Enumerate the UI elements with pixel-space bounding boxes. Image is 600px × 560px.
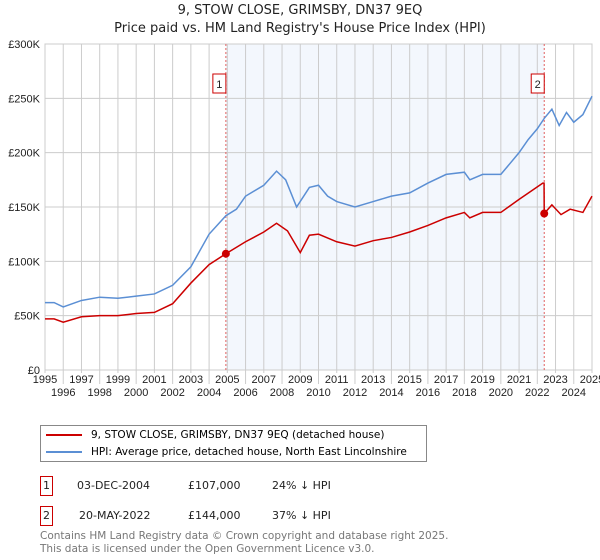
chart-title: 9, STOW CLOSE, GRIMSBY, DN37 9EQ	[177, 3, 423, 18]
legend-swatch-blue	[46, 451, 82, 453]
series-line	[45, 95, 593, 308]
x-tick-label: 2003	[179, 374, 203, 386]
x-tick-label: 2002	[160, 387, 184, 399]
chart-plot: 1995199619971998199920002001200220032004…	[8, 39, 600, 399]
x-tick-label: 2007	[252, 374, 276, 386]
footer: Contains HM Land Registry data © Crown c…	[40, 530, 448, 556]
footer-line: This data is licensed under the Open Gov…	[40, 543, 375, 555]
x-tick-label: 2017	[434, 374, 458, 386]
x-tick-label: 2005	[215, 374, 239, 386]
x-tick-label: 2001	[142, 374, 166, 386]
plot-border	[44, 43, 593, 371]
x-tick-label: 2025	[580, 374, 600, 386]
x-tick-label: 2021	[507, 374, 531, 386]
legend-item-hpi: HPI: Average price, detached house, Nort…	[46, 444, 407, 460]
sale-date: 03-DEC-2004	[77, 479, 151, 492]
x-tick-label: 2012	[343, 387, 367, 399]
x-tick-label: 2009	[288, 374, 312, 386]
sale-marker-label: 2	[535, 79, 541, 91]
legend-label: HPI: Average price, detached house, Nort…	[91, 446, 407, 458]
sale-marker-badge: 1	[40, 476, 53, 496]
x-tick-label: 2015	[397, 374, 421, 386]
y-tick-label: £0	[28, 365, 40, 377]
sale-hpi-diff: 37% ↓ HPI	[272, 509, 331, 522]
x-tick-label: 1998	[87, 387, 111, 399]
x-tick-label: 2023	[543, 374, 567, 386]
y-tick-label: £150K	[8, 202, 40, 214]
x-tick-label: 2004	[197, 387, 221, 399]
sale-price: £144,000	[188, 509, 241, 522]
y-tick-label: £250K	[8, 93, 40, 105]
x-tick-label: 1997	[69, 374, 93, 386]
x-tick-label: 2024	[562, 387, 586, 399]
series-line	[45, 182, 593, 323]
legend: 9, STOW CLOSE, GRIMSBY, DN37 9EQ (detach…	[40, 425, 427, 462]
footer-line: Contains HM Land Registry data © Crown c…	[40, 530, 449, 542]
x-tick-label: 2018	[452, 387, 476, 399]
sale-date: 20-MAY-2022	[79, 509, 151, 522]
x-tick-label: 1999	[106, 374, 130, 386]
sale-hpi-diff: 24% ↓ HPI	[272, 479, 331, 492]
x-tick-label: 2013	[361, 374, 385, 386]
sale-marker-box	[530, 73, 545, 94]
sale-point	[540, 209, 549, 218]
x-tick-label: 2019	[470, 374, 494, 386]
y-tick-label: £100K	[8, 256, 40, 268]
sale-marker-label: 1	[216, 79, 222, 91]
y-tick-label: £200K	[8, 148, 40, 160]
x-tick-label: 2022	[525, 387, 549, 399]
table-row: 1 03-DEC-2004 £107,000 24% ↓ HPI	[40, 476, 440, 496]
y-tick-label: £50K	[14, 311, 40, 323]
legend-item-property: 9, STOW CLOSE, GRIMSBY, DN37 9EQ (detach…	[46, 427, 384, 443]
legend-label: 9, STOW CLOSE, GRIMSBY, DN37 9EQ (detach…	[91, 429, 385, 441]
x-tick-label: 2016	[416, 387, 440, 399]
x-tick-label: 2000	[124, 387, 148, 399]
x-tick-label: 1995	[33, 374, 57, 386]
x-tick-label: 1996	[51, 387, 75, 399]
x-tick-label: 2014	[379, 387, 403, 399]
sale-price: £107,000	[188, 479, 241, 492]
legend-swatch-red	[46, 434, 82, 436]
x-tick-label: 2008	[270, 387, 294, 399]
x-tick-label: 2011	[325, 374, 349, 386]
x-tick-label: 2020	[489, 387, 513, 399]
y-tick-label: £300K	[8, 39, 40, 51]
sale-point	[221, 249, 230, 258]
sale-marker-box	[212, 73, 227, 94]
x-tick-label: 2010	[306, 387, 330, 399]
x-tick-label: 2006	[233, 387, 257, 399]
sale-marker-badge: 2	[40, 506, 53, 526]
table-row: 2 20-MAY-2022 £144,000 37% ↓ HPI	[40, 506, 440, 526]
chart-subtitle: Price paid vs. HM Land Registry's House …	[114, 21, 486, 36]
